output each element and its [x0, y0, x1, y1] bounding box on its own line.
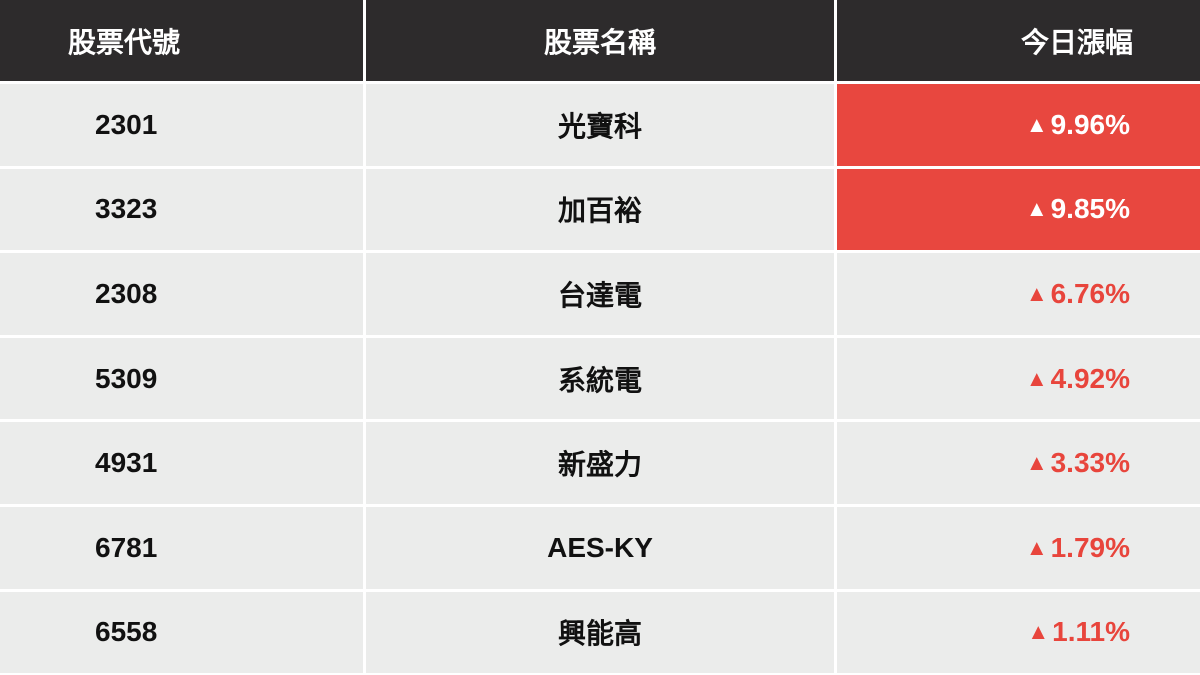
- stock-name: AES-KY: [366, 506, 834, 589]
- up-triangle-icon: ▲: [1025, 365, 1048, 391]
- up-triangle-icon: ▲: [1027, 619, 1050, 645]
- stock-code: 2308: [0, 253, 363, 335]
- stock-name: 系統電: [366, 337, 834, 420]
- stock-code: 2301: [0, 84, 363, 166]
- stock-change: ▲ 9.96%: [837, 84, 1200, 166]
- stock-code: 3323: [0, 168, 363, 251]
- stock-change: ▲ 1.79%: [837, 506, 1200, 589]
- up-triangle-icon: ▲: [1025, 534, 1048, 560]
- change-value: 6.76%: [1050, 277, 1130, 309]
- change-value: 1.79%: [1050, 531, 1130, 563]
- stock-change: ▲ 9.85%: [837, 168, 1200, 251]
- stock-name: 光寶科: [366, 84, 834, 166]
- stock-name: 加百裕: [366, 168, 834, 251]
- up-triangle-icon: ▲: [1025, 450, 1048, 476]
- stock-name: 新盛力: [366, 422, 834, 504]
- stock-code: 5309: [0, 337, 363, 420]
- header-name: 股票名稱: [366, 0, 834, 81]
- up-triangle-icon: ▲: [1025, 280, 1048, 306]
- change-value: 1.11%: [1052, 616, 1130, 648]
- change-value: 3.33%: [1050, 447, 1130, 479]
- stock-code: 6558: [0, 591, 363, 674]
- stock-change: ▲ 3.33%: [837, 422, 1200, 504]
- stock-name: 台達電: [366, 253, 834, 335]
- stock-code: 6781: [0, 506, 363, 589]
- stock-change: ▲ 6.76%: [837, 253, 1200, 335]
- change-value: 4.92%: [1050, 362, 1130, 394]
- stock-code: 4931: [0, 422, 363, 504]
- stock-name: 興能高: [366, 591, 834, 674]
- header-code: 股票代號: [0, 0, 363, 81]
- up-triangle-icon: ▲: [1025, 196, 1048, 222]
- change-value: 9.85%: [1050, 193, 1130, 225]
- header-change: 今日漲幅: [837, 0, 1200, 81]
- stock-change: ▲ 4.92%: [837, 337, 1200, 420]
- change-value: 9.96%: [1050, 108, 1130, 140]
- stock-change: ▲ 1.11%: [837, 591, 1200, 674]
- up-triangle-icon: ▲: [1025, 111, 1048, 137]
